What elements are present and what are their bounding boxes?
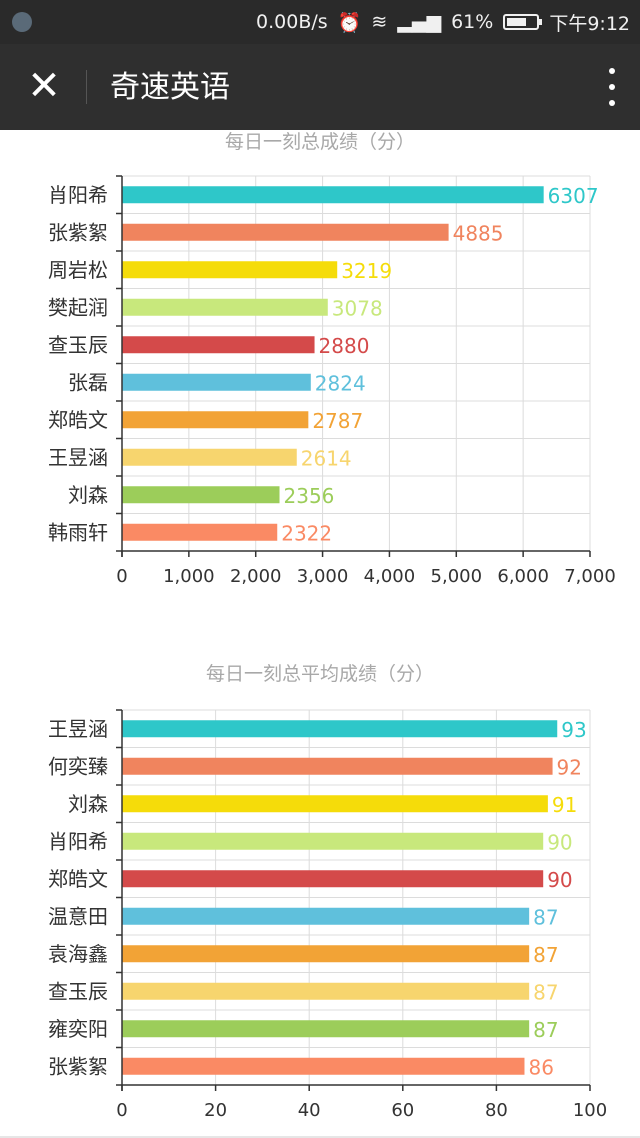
data-label: 2322 [281, 521, 332, 545]
category-label: 张磊 [68, 370, 108, 394]
x-tick-label: 6,000 [497, 566, 549, 587]
bar [122, 448, 297, 466]
chart-title: 每日一刻总平均成绩（分） [206, 663, 434, 685]
data-label: 87 [533, 980, 558, 1004]
bar [122, 336, 315, 354]
x-tick-label: 100 [573, 1100, 607, 1121]
category-label: 郑皓文 [48, 867, 108, 891]
bar [122, 720, 558, 738]
chart-title: 每日一刻总成绩（分） [225, 131, 415, 153]
category-label: 肖阳希 [48, 829, 108, 853]
data-label: 2787 [312, 409, 363, 433]
alarm-icon: ⏰ [337, 11, 362, 34]
category-label: 查玉辰 [48, 979, 108, 1003]
x-tick-label: 2,000 [230, 566, 282, 587]
category-label: 张紫絮 [48, 220, 108, 244]
signal-icon: ▂▄▆ [397, 11, 442, 33]
wifi-icon: ≋ [371, 11, 388, 33]
x-tick-label: 4,000 [364, 566, 416, 587]
bar [122, 523, 278, 541]
data-label: 2824 [315, 371, 366, 395]
page-bottom-divider [0, 1136, 640, 1138]
bar [122, 1020, 530, 1038]
x-tick-label: 80 [485, 1100, 508, 1121]
more-options-icon[interactable] [606, 68, 618, 106]
app-bar-divider [86, 70, 87, 104]
data-label: 92 [557, 755, 582, 779]
average-score-chart: 每日一刻总平均成绩（分） 王昱涵 93 何奕臻 92 刘森 91 肖阳希 90 郑皓文 90 温意田 8… [48, 663, 607, 1121]
bar [122, 486, 280, 504]
x-tick-label: 5,000 [431, 566, 483, 587]
category-label: 郑皓文 [48, 408, 108, 432]
category-label: 查玉辰 [48, 333, 108, 357]
app-title: 奇速英语 [110, 70, 230, 105]
bar [122, 261, 338, 279]
clock: 下午9:12 [549, 12, 630, 35]
category-label: 樊起润 [48, 295, 108, 319]
data-label: 2880 [319, 334, 370, 358]
x-tick-label: 0 [116, 1100, 127, 1121]
bar [122, 907, 530, 925]
net-speed: 0.00B/s [256, 11, 328, 33]
screenshot-icon [12, 12, 32, 32]
data-label: 3078 [332, 296, 383, 320]
data-label: 86 [528, 1055, 553, 1079]
category-label: 肖阳希 [48, 183, 108, 207]
data-label: 4885 [453, 221, 504, 245]
close-icon[interactable]: ✕ [27, 63, 61, 109]
category-label: 王昱涵 [48, 717, 108, 741]
category-label: 雍奕阳 [48, 1017, 108, 1041]
x-tick-label: 1,000 [163, 566, 215, 587]
x-tick-label: 20 [204, 1100, 227, 1121]
data-label: 87 [533, 943, 558, 967]
bar [122, 795, 548, 813]
data-label: 90 [547, 830, 572, 854]
data-label: 87 [533, 905, 558, 929]
data-label: 6307 [548, 184, 599, 208]
x-tick-label: 0 [116, 566, 127, 587]
bar [122, 411, 309, 429]
app-bar: ✕ 奇速英语 [0, 44, 640, 130]
data-label: 91 [552, 793, 577, 817]
category-label: 韩雨轩 [48, 520, 108, 544]
bar [122, 298, 328, 316]
bar [122, 373, 311, 391]
category-label: 刘森 [68, 483, 108, 507]
data-label: 2614 [301, 446, 352, 470]
x-tick-label: 3,000 [297, 566, 349, 587]
total-score-chart: 每日一刻总成绩（分） 肖阳希 6307 张紫絮 4885 周岩松 3219 樊起润 3078 查玉… [48, 131, 616, 587]
bar [122, 757, 553, 775]
status-bar: 0.00B/s ⏰ ≋ ▂▄▆ 61% 下午9:12 [0, 0, 640, 44]
data-label: 2356 [284, 484, 335, 508]
bar [122, 832, 544, 850]
x-tick-label: 40 [298, 1100, 321, 1121]
category-label: 刘森 [68, 792, 108, 816]
bar [122, 870, 544, 888]
bar [122, 223, 449, 241]
category-label: 张紫絮 [48, 1054, 108, 1078]
bar [122, 1057, 525, 1075]
x-tick-label: 7,000 [564, 566, 616, 587]
data-label: 3219 [341, 259, 392, 283]
data-label: 90 [547, 868, 572, 892]
category-label: 袁海鑫 [48, 942, 108, 966]
bar [122, 186, 544, 204]
bar [122, 945, 530, 963]
x-tick-label: 60 [391, 1100, 414, 1121]
category-label: 王昱涵 [48, 445, 108, 469]
data-label: 87 [533, 1018, 558, 1042]
category-label: 温意田 [48, 904, 108, 928]
battery-icon [503, 14, 543, 30]
battery-percent: 61% [451, 11, 494, 33]
category-label: 何奕臻 [48, 754, 108, 778]
bar [122, 982, 530, 1000]
category-label: 周岩松 [48, 258, 108, 282]
data-label: 93 [561, 718, 586, 742]
